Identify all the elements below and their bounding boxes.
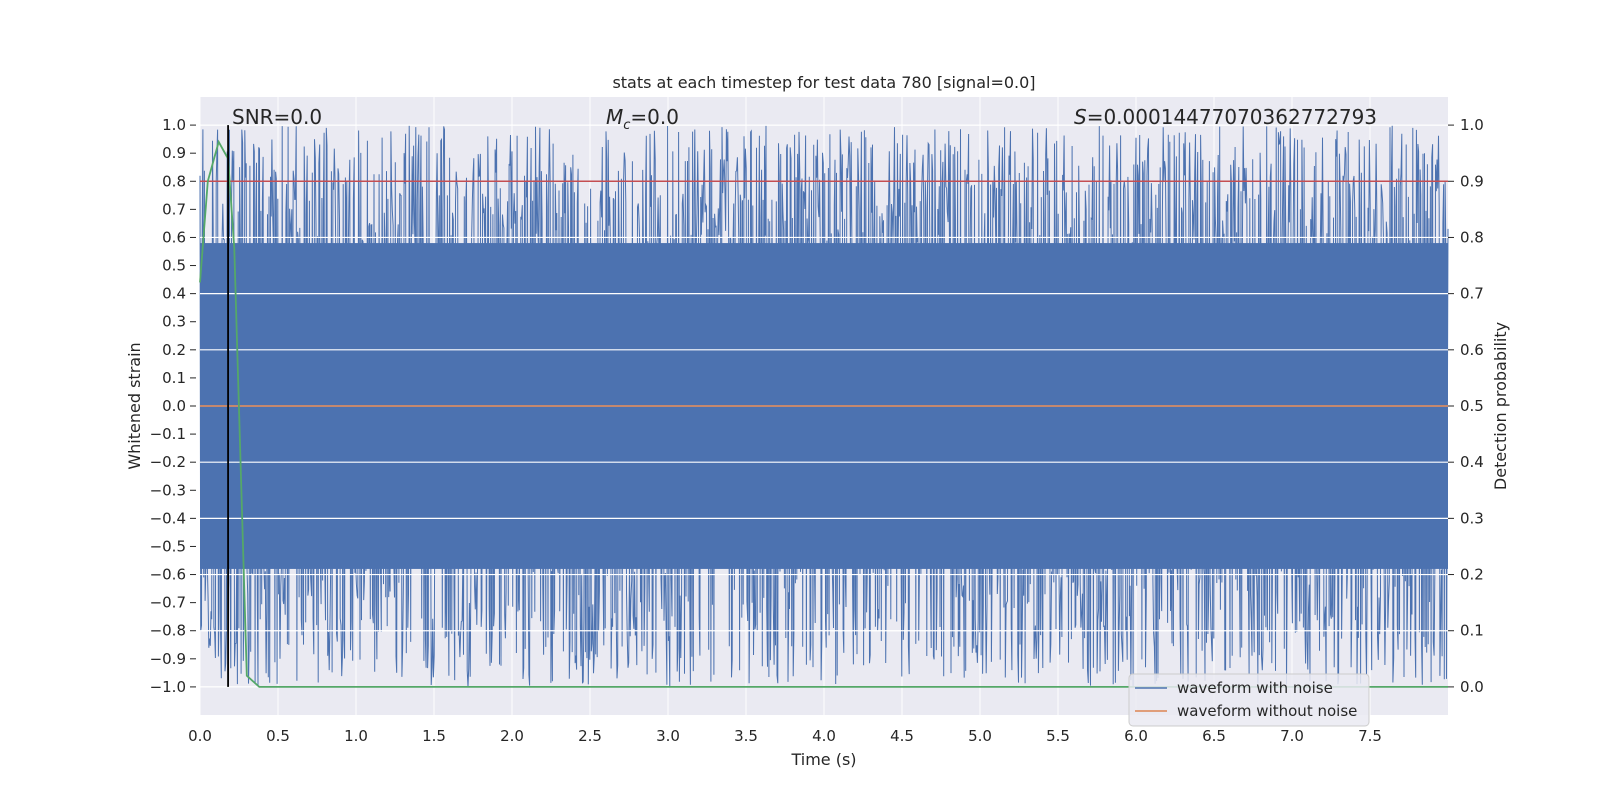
x-tick-label: 2.5	[578, 727, 602, 745]
x-tick-label: 3.5	[734, 727, 758, 745]
x-tick-label: 5.5	[1046, 727, 1070, 745]
right-y-tick-label: 0.7	[1460, 285, 1484, 303]
left-y-tick-label: −0.5	[150, 537, 186, 555]
left-y-tick-label: −0.7	[150, 594, 186, 612]
legend: waveform with noise waveform without noi…	[1128, 673, 1370, 727]
right-y-tick-label: 0.1	[1460, 622, 1484, 640]
left-y-tick-label: 0.5	[162, 257, 186, 275]
left-y-tick-label: −0.1	[150, 425, 186, 443]
right-y-tick-label: 0.3	[1460, 509, 1484, 527]
x-tick-label: 0.0	[188, 727, 212, 745]
left-y-tick-label: 0.0	[162, 397, 186, 415]
left-y-tick-label: 0.9	[162, 144, 186, 162]
left-y-tick-label: 0.8	[162, 172, 186, 190]
x-tick-label: 3.0	[656, 727, 680, 745]
right-y-tick-label: 0.5	[1460, 397, 1484, 415]
left-y-tick-label: 0.3	[162, 313, 186, 331]
mc-annotation: Mc=0.0	[606, 105, 679, 133]
x-tick-label: 1.5	[422, 727, 446, 745]
legend-label-clean: waveform without noise	[1177, 702, 1357, 720]
left-y-tick-label: 0.7	[162, 200, 186, 218]
left-y-axis-ticks: 1.0 0.9 0.8 0.7 0.6 0.5 0.4 0.3 0.2 0.1 0.0 −0.1 −0.…	[150, 116, 196, 696]
x-tick-label: 7.5	[1358, 727, 1382, 745]
left-y-tick-label: 0.4	[162, 285, 186, 303]
detection-probability-line	[199, 139, 1448, 688]
x-tick-label: 5.0	[968, 727, 992, 745]
left-y-tick-label: −0.6	[150, 566, 186, 584]
right-y-tick-label: 0.0	[1460, 678, 1484, 696]
snr-annotation: SNR=0.0	[232, 105, 322, 129]
s-annotation: S=0.00014477070362772793	[1074, 105, 1377, 129]
x-tick-label: 0.5	[266, 727, 290, 745]
left-y-tick-label: 1.0	[162, 116, 186, 134]
left-y-tick-label: −0.4	[150, 509, 186, 527]
left-y-tick-label: −0.3	[150, 481, 186, 499]
left-y-tick-label: −0.8	[150, 622, 186, 640]
right-y-tick-label: 0.9	[1460, 172, 1484, 190]
x-tick-label: 2.0	[500, 727, 524, 745]
x-tick-label: 7.0	[1280, 727, 1304, 745]
left-y-tick-label: −0.9	[150, 650, 186, 668]
legend-box	[1128, 673, 1370, 727]
x-tick-label: 6.5	[1202, 727, 1226, 745]
left-y-tick-label: −1.0	[150, 678, 186, 696]
right-y-tick-label: 0.8	[1460, 228, 1484, 246]
x-tick-label: 4.0	[812, 727, 836, 745]
left-y-axis-label: Whitened strain	[125, 342, 144, 469]
x-axis-ticks: 0.0 0.5 1.0 1.5 2.0 2.5 3.0 3.5 4.0 4.5 5.0 5.5 6.0 6…	[188, 727, 1382, 745]
chart-title: stats at each timestep for test data 780…	[612, 73, 1035, 92]
right-y-axis-label: Detection probability	[1491, 322, 1510, 490]
right-y-tick-label: 0.4	[1460, 453, 1484, 471]
right-y-axis-ticks: 1.0 0.9 0.8 0.7 0.6 0.5 0.4 0.3 0.2 0.1 0.0	[1448, 116, 1484, 696]
right-y-tick-label: 0.6	[1460, 341, 1484, 359]
right-y-tick-label: 0.2	[1460, 566, 1484, 584]
x-tick-label: 6.0	[1124, 727, 1148, 745]
legend-label-noise: waveform with noise	[1177, 679, 1333, 697]
left-y-tick-label: 0.2	[162, 341, 186, 359]
left-y-tick-label: −0.2	[150, 453, 186, 471]
x-axis-label: Time (s)	[790, 750, 856, 769]
x-tick-label: 4.5	[890, 727, 914, 745]
left-y-tick-label: 0.1	[162, 369, 186, 387]
x-tick-label: 1.0	[344, 727, 368, 745]
right-y-tick-label: 1.0	[1460, 116, 1484, 134]
left-y-tick-label: 0.6	[162, 228, 186, 246]
